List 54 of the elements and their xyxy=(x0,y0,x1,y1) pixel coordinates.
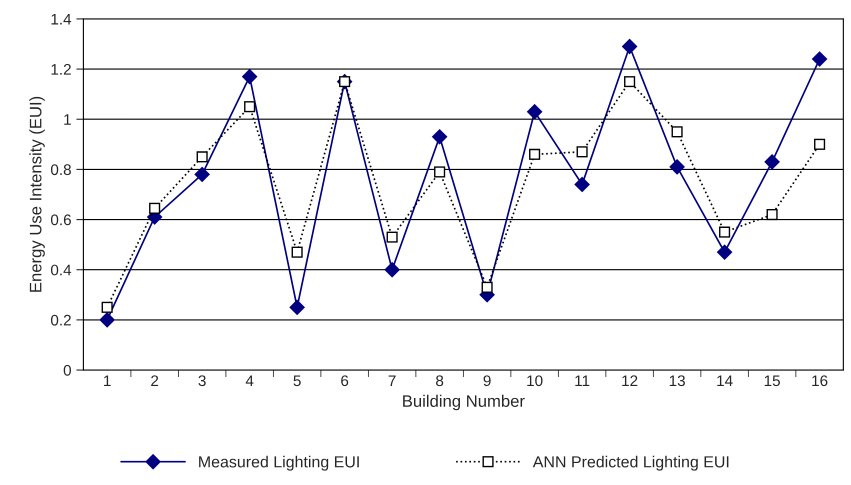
y-tick-label: 0.8 xyxy=(50,164,71,176)
point xyxy=(100,312,115,328)
point xyxy=(717,244,732,260)
x-tick-label: 5 xyxy=(293,375,301,386)
x-tick-label: 11 xyxy=(575,375,590,386)
x-tick-label: 16 xyxy=(812,375,828,386)
point xyxy=(292,246,303,258)
legend-label: ANN Predicted Lighting EUI xyxy=(532,456,728,471)
point xyxy=(102,302,113,313)
point xyxy=(764,154,780,170)
y-tick-label: 0 xyxy=(64,364,71,376)
y-axis-title: Energy Use Intensity (EUI) xyxy=(29,96,45,292)
x-tick-label: 6 xyxy=(341,375,348,386)
x-tick-label: 4 xyxy=(246,375,254,386)
point xyxy=(812,51,828,67)
point xyxy=(242,69,258,84)
point xyxy=(386,232,398,243)
y-tick-label: 1.4 xyxy=(52,14,72,24)
point xyxy=(194,166,210,182)
point xyxy=(719,226,730,238)
point xyxy=(622,38,638,54)
point xyxy=(482,282,493,293)
x-tick-label: 15 xyxy=(764,375,780,386)
point xyxy=(196,151,208,162)
x-tick-label: 2 xyxy=(151,375,158,386)
y-tick-label: 1 xyxy=(64,114,71,125)
x-axis-title: Building Number xyxy=(403,394,525,410)
point xyxy=(574,176,590,192)
y-tick-label: 0.2 xyxy=(50,314,71,326)
x-tick-label: 3 xyxy=(198,375,206,386)
point xyxy=(384,262,400,278)
point xyxy=(527,104,542,120)
x-tick-label: 7 xyxy=(388,375,396,386)
point xyxy=(290,300,305,315)
legend-label: Measured Lighting EUI xyxy=(199,456,359,471)
point xyxy=(244,101,256,112)
point xyxy=(670,159,685,174)
y-tick-label: 0.6 xyxy=(50,214,71,226)
point xyxy=(672,126,683,138)
x-tick-label: 14 xyxy=(717,375,733,386)
x-tick-label: 8 xyxy=(436,375,444,386)
x-tick-label: 10 xyxy=(527,375,543,386)
x-tick-label: 12 xyxy=(622,375,638,386)
point xyxy=(576,146,588,158)
y-tick-label: 0.4 xyxy=(50,264,72,276)
point xyxy=(149,202,160,214)
point xyxy=(624,76,636,88)
point xyxy=(529,148,540,160)
x-tick-label: 9 xyxy=(484,375,491,386)
point xyxy=(432,129,448,144)
point xyxy=(434,166,446,178)
y-tick-label: 1.2 xyxy=(52,64,71,75)
x-tick-label: 1 xyxy=(104,375,111,386)
x-tick-label: 13 xyxy=(670,375,685,386)
